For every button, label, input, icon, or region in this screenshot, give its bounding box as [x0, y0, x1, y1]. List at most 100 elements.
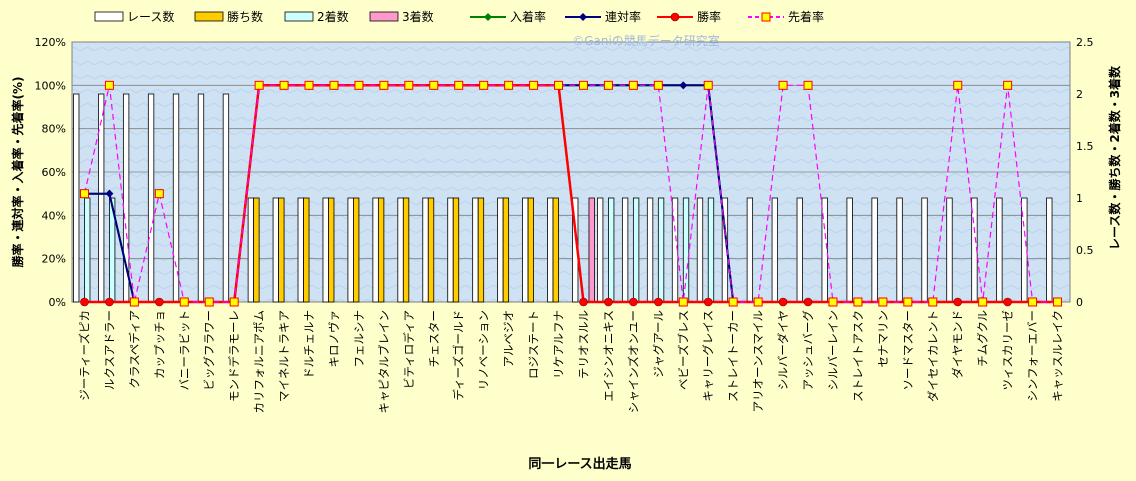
bar-0	[846, 197, 853, 303]
marker-win	[953, 297, 963, 307]
x-tick-label: チェスター	[427, 310, 441, 368]
bar-0	[73, 93, 80, 303]
x-tick-label: エイシンオニキス	[601, 310, 615, 402]
legend-swatch	[94, 11, 124, 22]
y-tick-label-left: 0%	[49, 296, 66, 309]
marker-saki	[204, 297, 214, 307]
x-tick-label: ドルチェルナ	[302, 310, 316, 379]
bar-0	[996, 197, 1003, 303]
y-tick-label-left: 60%	[42, 166, 66, 179]
x-tick-label: ストレイトーカー	[726, 310, 740, 402]
x-tick-label: ビッグフラワー	[202, 310, 216, 391]
bar-1	[303, 197, 310, 303]
marker-saki	[1028, 297, 1038, 307]
y-tick-label-right: 2	[1076, 88, 1083, 101]
bar-2	[84, 197, 91, 303]
y-ticks-right: 0 0.5 1 1.5 2 2.5	[1076, 36, 1094, 309]
marker-saki	[429, 80, 439, 90]
y-tick-label-right: 0.5	[1076, 244, 1094, 257]
marker-saki	[554, 80, 564, 90]
marker-saki	[1003, 80, 1013, 90]
y-tick-label-right: 1.5	[1076, 140, 1094, 153]
marker-saki	[504, 80, 514, 90]
x-tick-label: クラスペディア	[127, 310, 141, 389]
x-tick-label: リケアルフナ	[552, 310, 566, 379]
bar-1	[253, 197, 260, 303]
bar-1	[477, 197, 485, 303]
bar-1	[402, 197, 410, 303]
marker-win	[105, 297, 114, 307]
x-tick-label: シャインズオンユー	[626, 310, 640, 413]
bar-1	[328, 197, 335, 303]
bar-0	[646, 197, 654, 303]
marker-win	[654, 297, 663, 307]
legend-label: 先着率	[788, 9, 824, 24]
bar-0	[497, 197, 504, 303]
legend-label: 勝ち数	[227, 9, 263, 24]
series-markers	[79, 80, 1063, 307]
watermark: ©Ganiの競馬データ研究室	[572, 33, 720, 48]
bar-0	[172, 93, 180, 303]
x-tick-label: シルバーダイヤ	[776, 310, 790, 390]
x-tick-label: アッシュバーグ	[801, 310, 815, 391]
x-axis-title: 同一レース出走馬	[528, 456, 631, 472]
marker-saki	[404, 80, 414, 90]
legend-label: レース数	[127, 9, 174, 24]
bar-1	[427, 197, 435, 303]
marker-saki	[479, 80, 489, 90]
marker-rentai	[105, 189, 114, 198]
series-line	[83, 84, 1058, 303]
marker-saki	[379, 80, 389, 90]
y-axis-title-left: 勝率・連対率・入着率・先着率(%)	[10, 77, 25, 268]
legend-marker	[579, 13, 587, 21]
bar-2	[682, 197, 690, 303]
marker-saki	[903, 297, 913, 307]
bar-0	[472, 197, 479, 303]
legend-label: 3着数	[402, 9, 434, 24]
x-tick-label: シルバーレイン	[826, 310, 840, 391]
marker-saki	[279, 80, 289, 90]
x-tick-label: シンフォーエバー	[1026, 310, 1040, 402]
marker-saki	[229, 297, 239, 307]
marker-win	[629, 297, 638, 307]
x-tick-label: セナマリン	[876, 310, 890, 368]
marker-win	[155, 297, 164, 307]
legend-swatch	[194, 11, 224, 22]
marker-saki	[678, 297, 688, 307]
legend: レース数 勝ち数 2着数 3着数 入着率 連対率 勝率 先着率	[94, 9, 824, 24]
bar-0	[98, 93, 105, 303]
marker-saki	[853, 297, 863, 307]
x-tick-label: ストレイトアスク	[851, 310, 865, 402]
bar-1	[377, 197, 385, 303]
x-tick-label: マイネルトラキア	[277, 310, 291, 402]
bar-2	[707, 197, 715, 303]
bars	[73, 93, 1053, 303]
bar-0	[597, 197, 604, 303]
x-tick-label: ソードマスター	[901, 310, 915, 391]
bar-0	[921, 197, 928, 303]
bar-0	[696, 197, 704, 303]
marker-win	[604, 297, 613, 307]
y-tick-label-left: 100%	[35, 79, 66, 92]
x-tick-label: キャピタルブレイン	[377, 310, 391, 414]
bar-0	[896, 197, 903, 303]
x-tick-label: ディーズゴールド	[452, 310, 466, 401]
bar-0	[347, 197, 354, 303]
bar-0	[746, 197, 754, 303]
bar-0	[547, 197, 554, 303]
x-tick-label: チムグクル	[976, 310, 990, 367]
marker-saki	[104, 80, 114, 90]
marker-saki	[803, 80, 813, 90]
marker-saki	[179, 297, 189, 307]
legend-label: 入着率	[510, 9, 546, 24]
marker-saki	[354, 80, 364, 90]
x-tick-label: カップッチョ	[152, 310, 166, 379]
y-tick-label-right: 2.5	[1076, 36, 1094, 49]
marker-saki	[578, 80, 588, 90]
marker-saki	[454, 80, 464, 90]
bar-0	[946, 197, 953, 303]
legend-swatch	[369, 11, 399, 22]
x-tick-label: バニーラビット	[177, 310, 191, 391]
